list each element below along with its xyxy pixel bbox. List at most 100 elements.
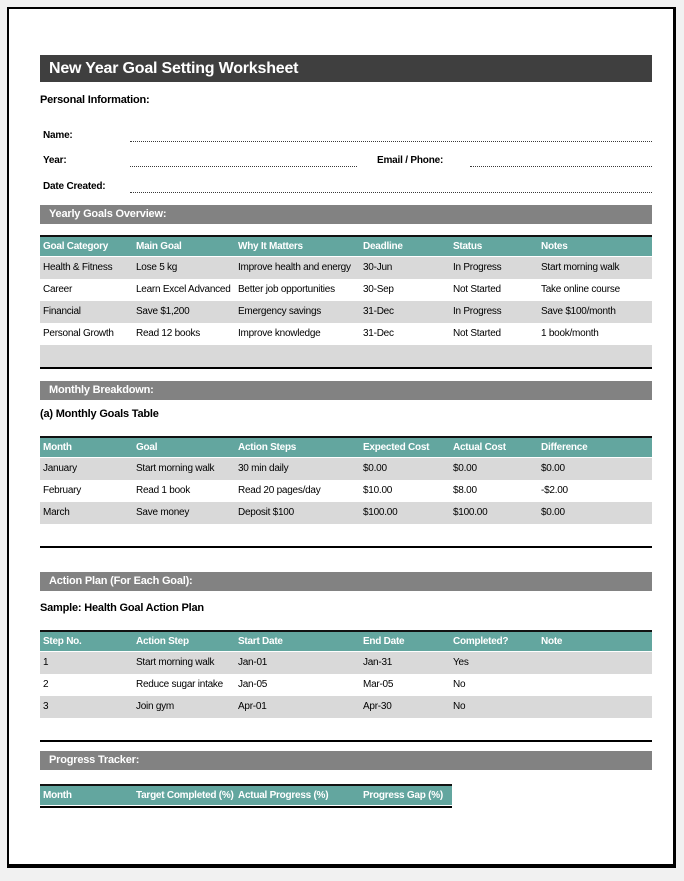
year-label: Year: <box>43 155 67 166</box>
table-cell <box>450 345 538 367</box>
worksheet-title: New Year Goal Setting Worksheet <box>49 60 299 77</box>
column-header-cell: End Date <box>363 636 405 647</box>
name-label: Name: <box>43 130 73 141</box>
table-cell <box>133 718 235 740</box>
table-cell: In Progress <box>453 262 502 273</box>
table-row: March Save money Deposit $100 $100.00 $100.0… <box>40 502 652 524</box>
column-header-cell: Expected Cost <box>363 442 430 453</box>
table-row: February Read 1 book Read 20 pages/day $10.… <box>40 480 652 502</box>
column-header-cell: Goal <box>136 442 158 453</box>
table-cell: Join gym <box>136 701 175 712</box>
column-header-cell: Deadline <box>363 241 403 252</box>
table-cell: $100.00 <box>363 507 398 518</box>
table-row: 2 Reduce sugar intake Jan-05 Mar-05 No <box>40 674 652 696</box>
table-row: January Start morning walk 30 min daily $0.… <box>40 458 652 480</box>
table-cell: 30-Sep <box>363 284 394 295</box>
table-cell: Learn Excel Advanced <box>136 284 231 295</box>
table-cell: Save $1,200 <box>136 306 190 317</box>
action-plan-section-header: Action Plan (For Each Goal): <box>40 572 652 591</box>
table-cell: $10.00 <box>363 485 393 496</box>
table-cell: February <box>43 485 82 496</box>
worksheet-title-bar: New Year Goal Setting Worksheet <box>40 55 652 82</box>
table-cell: March <box>43 507 70 518</box>
table-row: 1 Start morning walk Jan-01 Jan-31 Yes <box>40 652 652 674</box>
table-cell <box>360 524 450 546</box>
column-header-cell: Month <box>43 790 72 801</box>
table-cell: Not Started <box>453 328 501 339</box>
table-cell: No <box>453 701 466 712</box>
table-cell: Take online course <box>541 284 620 295</box>
table-cell: $0.00 <box>453 463 477 474</box>
table-cell: 2 <box>43 679 49 690</box>
column-header-cell: Goal Category <box>43 241 109 252</box>
table-cell: Read 1 book <box>136 485 190 496</box>
table-cell: 31-Dec <box>363 306 394 317</box>
date-created-input-line[interactable] <box>130 179 652 193</box>
column-header-cell: Actual Progress (%) <box>238 790 329 801</box>
table-cell <box>538 345 652 367</box>
table-cell: Apr-01 <box>238 701 267 712</box>
table-cell: -$2.00 <box>541 485 568 496</box>
table-cell <box>40 718 133 740</box>
table-header-row: Month Goal Action Steps Expected Cost Actual… <box>40 436 652 458</box>
table-cell: January <box>43 463 77 474</box>
table-cell <box>360 345 450 367</box>
table-cell <box>450 524 538 546</box>
table-cell: Deposit $100 <box>238 507 294 518</box>
table-cell: Start morning walk <box>136 657 215 668</box>
table-cell: Personal Growth <box>43 328 114 339</box>
column-header-cell: Progress Gap (%) <box>363 790 443 801</box>
table-cell: No <box>453 679 466 690</box>
table-cell <box>360 718 450 740</box>
table-cell: 30 min daily <box>238 463 289 474</box>
column-header-cell: Notes <box>541 241 568 252</box>
email-phone-label: Email / Phone: <box>377 155 444 166</box>
table-cell: Improve knowledge <box>238 328 321 339</box>
table-cell: 3 <box>43 701 49 712</box>
worksheet-page: New Year Goal Setting Worksheet Personal… <box>7 7 676 868</box>
column-header-cell: Actual Cost <box>453 442 506 453</box>
table-cell: Mar-05 <box>363 679 394 690</box>
table-row <box>40 345 652 367</box>
monthly-goals-table: Month Goal Action Steps Expected Cost Actual… <box>40 436 652 548</box>
table-cell <box>538 696 652 718</box>
column-header-cell: Start Date <box>238 636 283 647</box>
table-row <box>40 718 652 740</box>
table-cell: Yes <box>453 657 469 668</box>
year-input-line[interactable] <box>130 153 357 167</box>
table-cell: Start morning walk <box>136 463 215 474</box>
table-cell <box>235 345 360 367</box>
table-cell: Start morning walk <box>541 262 620 273</box>
yearly-goals-table: Goal Category Main Goal Why It Matters Dead… <box>40 235 652 369</box>
table-cell: 1 <box>43 657 49 668</box>
table-cell: Apr-30 <box>363 701 392 712</box>
column-header-cell: Note <box>541 636 563 647</box>
table-cell: 1 book/month <box>541 328 599 339</box>
table-cell: Not Started <box>453 284 501 295</box>
table-cell <box>133 345 235 367</box>
table-row: Personal Growth Read 12 books Improve know… <box>40 323 652 345</box>
column-header-cell: Why It Matters <box>238 241 303 252</box>
table-cell: Improve health and energy <box>238 262 351 273</box>
table-cell: In Progress <box>453 306 502 317</box>
column-header-cell: Status <box>453 241 483 252</box>
year-field-row: Year: Email / Phone: <box>40 153 652 167</box>
table-cell: $0.00 <box>541 507 565 518</box>
table-cell <box>538 652 652 674</box>
table-cell: Jan-01 <box>238 657 268 668</box>
column-header-cell: Step No. <box>43 636 82 647</box>
table-row <box>40 524 652 546</box>
table-cell: Read 12 books <box>136 328 201 339</box>
email-phone-input-line[interactable] <box>470 153 652 167</box>
date-created-field-row: Date Created: <box>40 179 652 193</box>
progress-tracker-section-header: Progress Tracker: <box>40 751 652 770</box>
table-cell: 30-Jun <box>363 262 393 273</box>
table-cell <box>40 524 133 546</box>
name-input-line[interactable] <box>130 128 652 142</box>
table-cell: $8.00 <box>453 485 477 496</box>
table-header-row: Goal Category Main Goal Why It Matters Dead… <box>40 235 652 257</box>
action-plan-subheading: Sample: Health Goal Action Plan <box>40 602 204 614</box>
column-header-cell: Difference <box>541 442 588 453</box>
table-cell: Emergency savings <box>238 306 322 317</box>
table-cell: Jan-31 <box>363 657 393 668</box>
